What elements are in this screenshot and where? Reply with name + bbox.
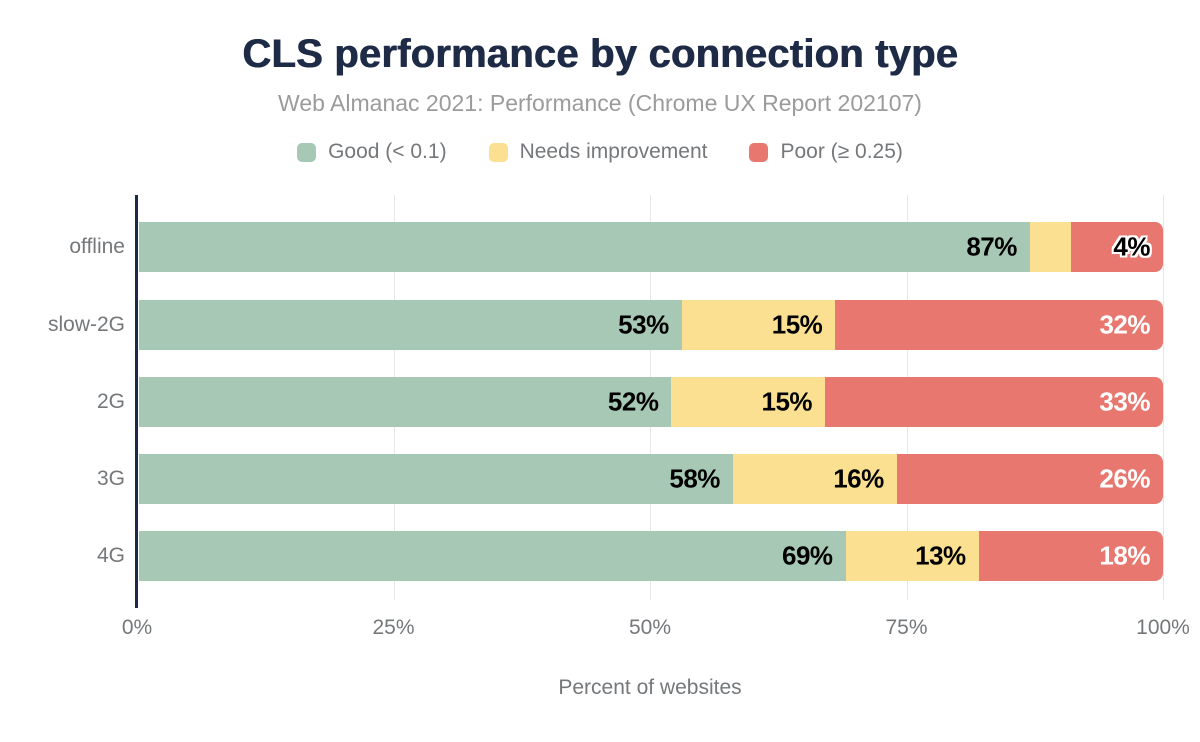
- bar-value-label: 33%: [1099, 386, 1150, 417]
- legend: Good (< 0.1) Needs improvement Poor (≥ 0.2…: [0, 140, 1200, 164]
- bar-segment-good-4G: 69%: [139, 531, 846, 581]
- bar-value-label: 53%: [618, 309, 669, 340]
- bar-value-label: 58%: [669, 463, 720, 494]
- bar-value-label: 13%: [915, 540, 966, 571]
- bar-value-label-overflow: 4%: [1113, 231, 1150, 262]
- chart-subtitle: Web Almanac 2021: Performance (Chrome UX…: [278, 90, 922, 116]
- bar-row-3G: 58% 16% 26%: [139, 454, 1163, 504]
- bar-segment-good-slow-2G: 53%: [139, 300, 682, 350]
- legend-item-needs-improvement: Needs improvement: [488, 140, 708, 164]
- x-axis-tick-25: 25%: [372, 616, 415, 639]
- y-axis-labels: offline slow-2G 2G 3G 4G: [0, 195, 125, 600]
- bar-segment-poor-offline: [1070, 222, 1163, 272]
- y-axis-label-2G: 2G: [96, 390, 125, 413]
- bar-row-2G: 52% 15% 33%: [139, 377, 1163, 427]
- legend-item-good: Good (< 0.1): [297, 140, 447, 164]
- bar-row-slow-2G: 53% 15% 32%: [139, 300, 1163, 350]
- legend-swatch-poor: [749, 142, 769, 162]
- x-axis-ticks: 0% 25% 50% 75% 100%: [122, 616, 1190, 646]
- bar-value-label: 18%: [1099, 540, 1150, 571]
- legend-label: Needs improvement: [519, 140, 708, 163]
- bar-segment-poor-slow-2G: 32%: [835, 300, 1163, 350]
- y-axis-label-slow-2G: slow-2G: [47, 313, 125, 336]
- y-axis-label-4G: 4G: [96, 544, 125, 567]
- bar-segment-needs-improvement-3G: 16%: [732, 454, 897, 504]
- x-axis-tick-0: 0%: [121, 616, 153, 639]
- y-axis-label-offline: offline: [69, 235, 125, 258]
- legend-label: Poor (≥ 0.25): [780, 140, 903, 163]
- x-axis-tick-100: 100%: [1136, 616, 1190, 639]
- chart-title: CLS performance by connection type: [242, 32, 958, 76]
- bar-value-label: 32%: [1099, 309, 1150, 340]
- y-axis-label-3G: 3G: [96, 467, 125, 490]
- bar-segment-needs-improvement-offline: [1029, 222, 1071, 272]
- bar-segment-poor-4G: 18%: [978, 531, 1163, 581]
- legend-item-poor: Poor (≥ 0.25): [749, 140, 903, 164]
- bar-segment-needs-improvement-slow-2G: 15%: [681, 300, 836, 350]
- bar-segment-poor-3G: 26%: [896, 454, 1163, 504]
- legend-swatch-good: [297, 142, 317, 162]
- bar-segment-poor-2G: 33%: [825, 377, 1163, 427]
- bar-value-label: 26%: [1099, 463, 1150, 494]
- bar-value-label: 87%: [966, 231, 1017, 262]
- bar-segment-good-2G: 52%: [139, 377, 672, 427]
- plot-area: 87% 4% 53% 15% 32% 52% 15% 33% 58% 16% 26% 69% 13% 18…: [135, 195, 1164, 608]
- bar-segment-good-3G: 58%: [139, 454, 733, 504]
- bar-segment-good-offline: 87%: [139, 222, 1030, 272]
- bar-row-4G: 69% 13% 18%: [139, 531, 1163, 581]
- y-axis-line: [135, 195, 138, 608]
- legend-swatch-needs-improvement: [488, 142, 508, 162]
- legend-label: Good (< 0.1): [328, 140, 447, 163]
- x-axis-tick-75: 75%: [885, 616, 928, 639]
- bar-row-offline: 87% 4%: [139, 222, 1163, 272]
- bar-value-label: 15%: [771, 309, 823, 340]
- x-axis-tick-50: 50%: [628, 616, 672, 639]
- bar-value-label: 52%: [607, 386, 659, 417]
- bar-value-label: 15%: [761, 386, 813, 417]
- bar-value-label: 16%: [833, 463, 884, 494]
- bar-value-label: 69%: [782, 540, 833, 571]
- bar-segment-needs-improvement-2G: 15%: [671, 377, 826, 427]
- x-axis-title: Percent of websites: [558, 676, 742, 699]
- gridline-100: [1163, 195, 1164, 600]
- bar-segment-needs-improvement-4G: 13%: [845, 531, 979, 581]
